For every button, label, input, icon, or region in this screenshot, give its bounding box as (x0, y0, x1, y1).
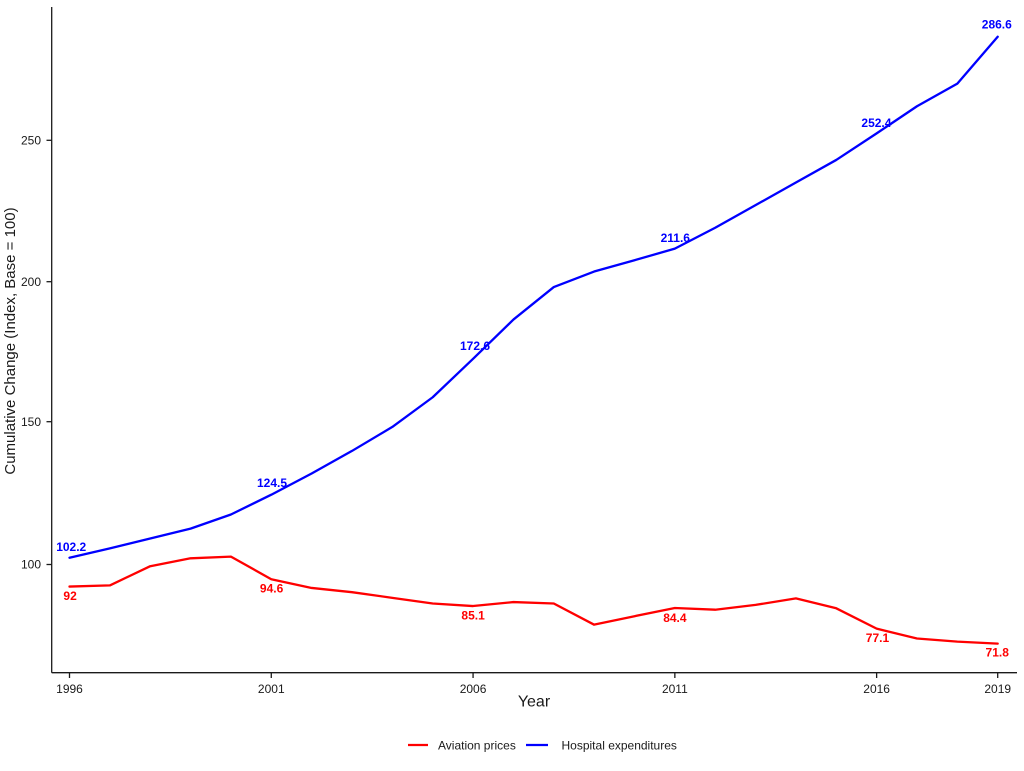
svg-text:2001: 2001 (258, 682, 285, 696)
svg-text:94.6: 94.6 (260, 582, 284, 596)
svg-text:Aviation prices: Aviation prices (438, 739, 516, 753)
svg-text:2006: 2006 (460, 682, 487, 696)
svg-text:102.2: 102.2 (56, 540, 86, 554)
svg-text:124.5: 124.5 (257, 476, 287, 490)
svg-text:252.4: 252.4 (861, 116, 891, 130)
svg-text:172.6: 172.6 (460, 339, 490, 353)
svg-text:200: 200 (21, 275, 41, 289)
svg-text:2011: 2011 (662, 682, 688, 696)
svg-text:2016: 2016 (863, 682, 890, 696)
svg-text:1996: 1996 (56, 682, 83, 696)
svg-text:150: 150 (21, 415, 41, 429)
svg-text:250: 250 (21, 134, 41, 148)
svg-text:Hospital expenditures: Hospital expenditures (562, 739, 677, 753)
svg-text:77.1: 77.1 (866, 631, 890, 645)
svg-text:Cumulative Change (Index, Base: Cumulative Change (Index, Base = 100) (2, 207, 19, 474)
svg-text:211.6: 211.6 (661, 231, 691, 245)
svg-text:92: 92 (63, 589, 77, 603)
svg-text:286.6: 286.6 (982, 18, 1012, 32)
svg-text:71.8: 71.8 (986, 646, 1010, 660)
svg-text:85.1: 85.1 (461, 608, 485, 622)
svg-text:2019: 2019 (984, 682, 1011, 696)
svg-text:Year: Year (518, 694, 551, 711)
svg-text:100: 100 (21, 558, 41, 572)
svg-text:84.4: 84.4 (663, 611, 687, 625)
